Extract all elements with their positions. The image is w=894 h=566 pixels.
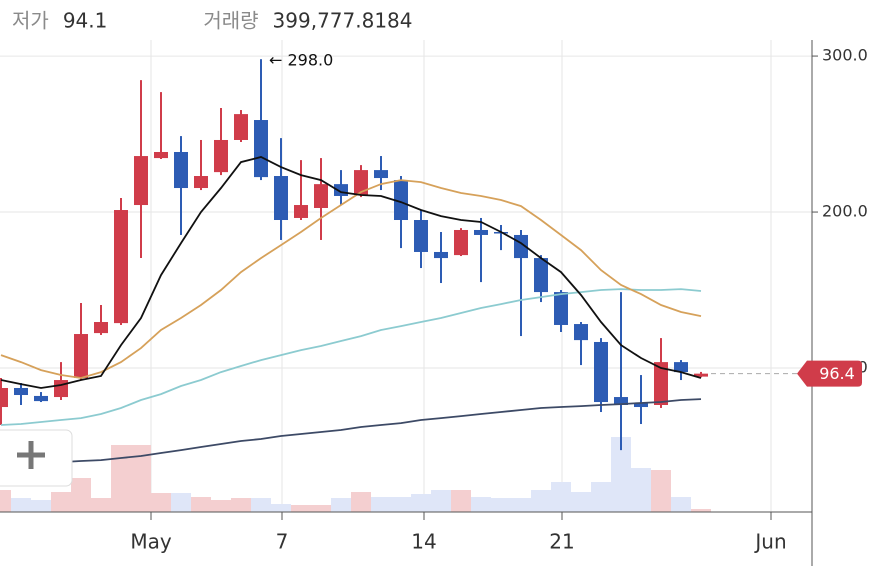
volume-bar [491, 498, 511, 512]
candle-body [294, 205, 308, 218]
x-tick-label: May [130, 530, 172, 554]
moving-average-line [0, 179, 702, 379]
candle-body [34, 395, 48, 402]
x-tick-label: 7 [276, 530, 289, 554]
volume-bar [651, 470, 671, 512]
x-tick-label: 21 [549, 530, 574, 554]
candle-body [654, 362, 668, 405]
candle-body [314, 184, 328, 208]
volume-bar [471, 497, 491, 512]
candle-body [354, 170, 368, 196]
candle-body [194, 176, 208, 189]
candle-body [74, 334, 88, 379]
volume-bar [51, 492, 71, 512]
candle-body [414, 220, 428, 252]
volume-bar [511, 498, 531, 512]
volume-bar [451, 490, 471, 512]
y-tick-label: 200.0 [822, 202, 868, 221]
line-layer [0, 156, 702, 466]
candle-body [154, 151, 168, 159]
candle-body [214, 139, 228, 173]
x-tick-label: Jun [753, 530, 786, 554]
candle-body [474, 229, 488, 235]
volume-bar [411, 494, 431, 512]
volume-bar [111, 445, 131, 512]
volume-bar [71, 478, 91, 512]
y-tick-label: 300.0 [822, 46, 868, 65]
volume-bar [391, 497, 411, 512]
volume-bar [531, 490, 551, 512]
volume-bar [291, 505, 311, 512]
candle-body [394, 180, 408, 221]
volume-bar [11, 498, 31, 512]
candle-layer [0, 59, 708, 451]
plus-icon [17, 441, 45, 469]
volume-bar [331, 498, 351, 512]
moving-average-line [0, 288, 702, 426]
candle-body [634, 402, 648, 408]
volume-bar [171, 493, 191, 512]
volume-bar [671, 497, 691, 512]
volume-bar [371, 497, 391, 512]
volume-bar [311, 505, 331, 512]
volume-bar [271, 504, 291, 512]
last-price-badge [797, 360, 862, 387]
moving-average-line [0, 156, 702, 389]
stat-name: 저가 [12, 9, 49, 33]
volume-bar [631, 468, 651, 512]
stat-value: 399,777.8184 [273, 9, 413, 33]
volume-bar [0, 490, 11, 512]
candle-body [0, 387, 8, 408]
high-annotation: ← 298.0 [269, 51, 333, 70]
candle-body [94, 322, 108, 334]
candle-body [274, 176, 288, 221]
candle-body [114, 210, 128, 324]
volume-bar [231, 498, 251, 512]
volume-bar [211, 500, 231, 512]
stat-value: 94.1 [63, 9, 108, 33]
candle-body [674, 362, 688, 373]
stat-name: 거래량 [203, 9, 258, 33]
volume-bar [431, 490, 451, 512]
volume-bar [191, 497, 211, 512]
last-price-label: 96.4 [819, 364, 855, 383]
candle-body [374, 170, 388, 179]
volume-bar [591, 482, 611, 512]
volume-bar [91, 498, 111, 512]
candle-body [594, 341, 608, 403]
candle-body [54, 380, 68, 398]
candle-body [574, 324, 588, 341]
x-tick-label: 14 [411, 530, 436, 554]
candle-body [234, 114, 248, 140]
volume-layer [0, 437, 711, 512]
candle-body [614, 397, 628, 405]
zoom-button[interactable] [0, 429, 73, 487]
volume-bar [571, 492, 591, 512]
header: 저가 94.1 거래량 399,777.8184 [12, 9, 413, 33]
candle-body [134, 156, 148, 206]
candle-body [534, 258, 548, 293]
volume-bar [151, 493, 171, 512]
moving-average-line [0, 398, 702, 466]
volume-bar [131, 445, 151, 512]
candle-body [554, 292, 568, 325]
candle-body [254, 120, 268, 178]
volume-bar [551, 482, 571, 512]
volume-bar [31, 500, 51, 512]
candle-body [334, 184, 348, 196]
zoom-button-box[interactable] [0, 429, 73, 487]
candle-body [174, 151, 188, 189]
candle-body [434, 251, 448, 259]
volume-bar [251, 498, 271, 512]
volume-bar [691, 509, 711, 512]
candle-body [14, 387, 28, 396]
candle-body [454, 229, 468, 256]
candle-body [694, 373, 708, 377]
volume-bar [611, 437, 631, 512]
volume-bar [351, 492, 371, 512]
